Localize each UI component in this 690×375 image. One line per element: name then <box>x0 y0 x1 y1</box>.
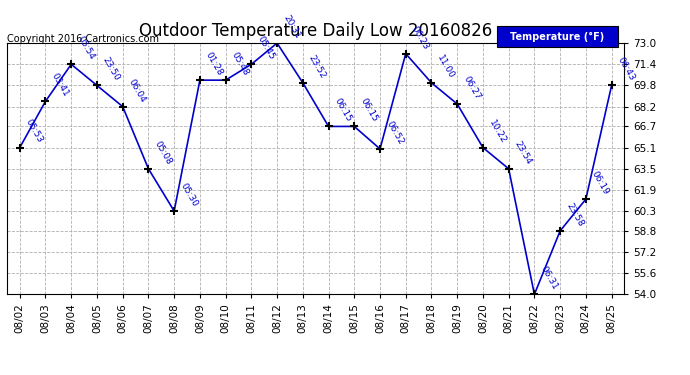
Text: 05:53: 05:53 <box>24 118 45 145</box>
Text: Temperature (°F): Temperature (°F) <box>510 32 604 42</box>
Text: 05:45: 05:45 <box>255 35 276 62</box>
Text: 05:54: 05:54 <box>75 35 96 62</box>
Text: 20:31: 20:31 <box>282 13 302 40</box>
Text: 01:28: 01:28 <box>204 51 225 77</box>
Text: 23:50: 23:50 <box>101 56 122 82</box>
Text: 06:23: 06:23 <box>410 24 431 51</box>
Title: Outdoor Temperature Daily Low 20160826: Outdoor Temperature Daily Low 20160826 <box>139 22 492 40</box>
Text: 06:31: 06:31 <box>539 265 560 292</box>
Text: 23:58: 23:58 <box>564 201 585 228</box>
Text: 03:41: 03:41 <box>50 72 70 99</box>
Text: 10:22: 10:22 <box>487 118 508 145</box>
Text: 06:15: 06:15 <box>333 97 353 124</box>
Text: 06:43: 06:43 <box>615 56 636 82</box>
Text: 23:52: 23:52 <box>307 53 328 80</box>
Text: 11:00: 11:00 <box>435 53 456 80</box>
Text: 06:52: 06:52 <box>384 119 405 146</box>
Text: 06:04: 06:04 <box>127 77 148 104</box>
Text: 23:54: 23:54 <box>513 139 533 166</box>
Text: 05:30: 05:30 <box>178 182 199 208</box>
Text: 05:08: 05:08 <box>152 139 173 166</box>
Text: 06:15: 06:15 <box>358 97 380 124</box>
Text: 06:19: 06:19 <box>590 170 611 196</box>
Text: 05:48: 05:48 <box>230 51 250 77</box>
Text: 06:27: 06:27 <box>462 74 482 101</box>
Text: Copyright 2016 Cartronics.com: Copyright 2016 Cartronics.com <box>7 34 159 44</box>
